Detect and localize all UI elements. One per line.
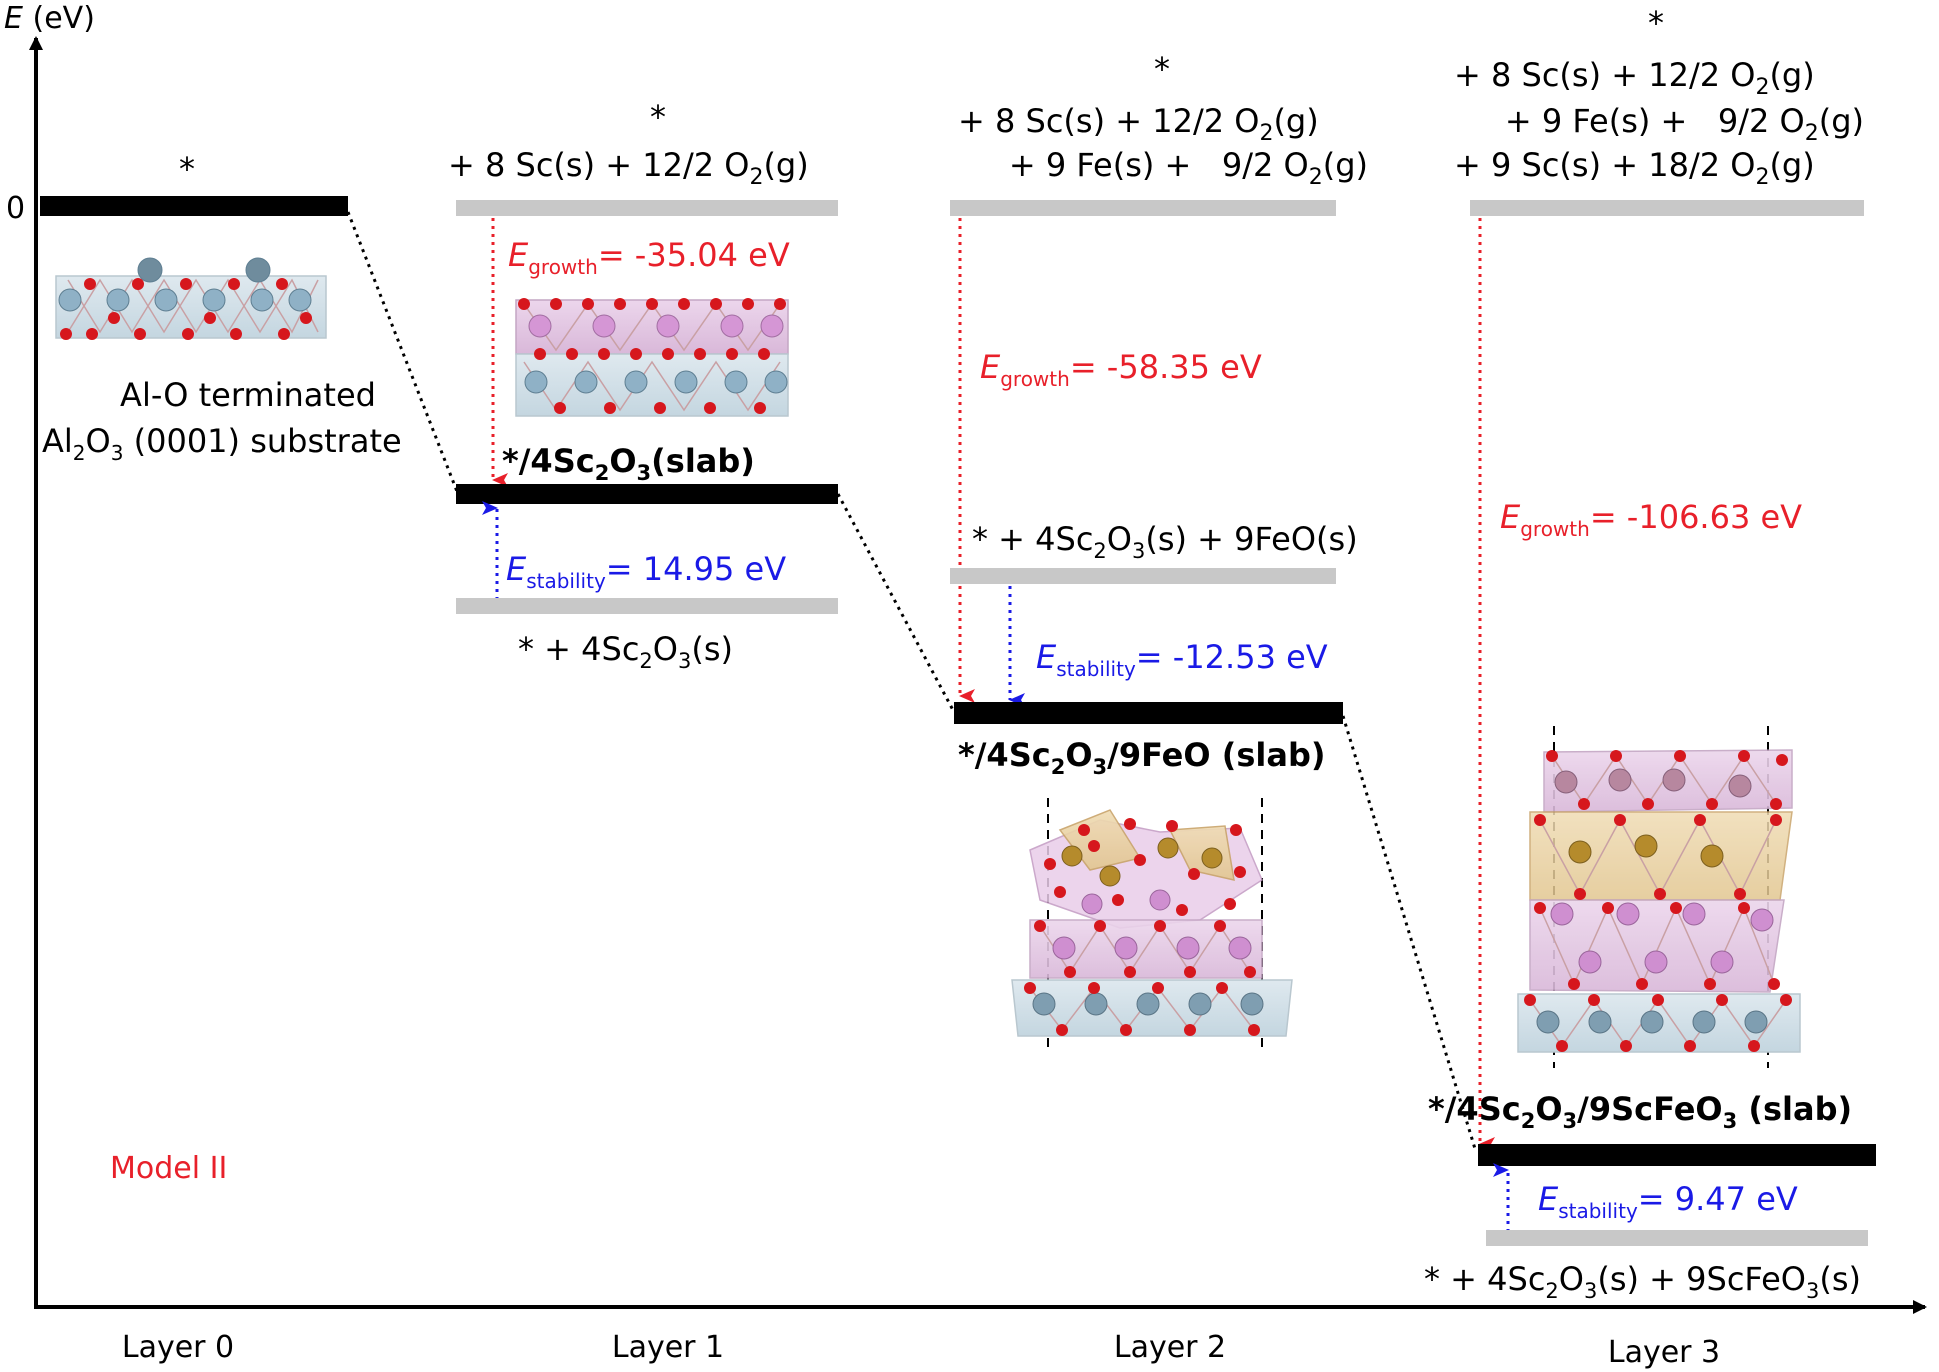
layer1-reference-bar <box>456 200 838 216</box>
layer-label: Layer 0 <box>122 1330 234 1365</box>
layer3-growth-energy: Egrowth= -106.63 eV <box>1500 498 1802 541</box>
y-axis-label: E (eV) <box>4 1 95 36</box>
layer2-bulk-bar <box>950 568 1336 584</box>
layer1-growth-energy: Egrowth= -35.04 eV <box>508 236 790 279</box>
layer0-level-bar <box>40 196 348 216</box>
layer1-ref-star: * <box>650 98 666 136</box>
layer2-reference-bar <box>950 200 1336 216</box>
layer3-ref-star: * <box>1648 4 1664 42</box>
model-label: Model II <box>110 1151 227 1186</box>
layer3-stability-energy: Estability= 9.47 eV <box>1538 1180 1798 1223</box>
layer0-structure <box>55 257 327 340</box>
zero-tick-label: 0 <box>6 191 25 226</box>
layer2-ref-line1: + 8 Sc(s) + 12/2 O2(g) <box>958 102 1319 146</box>
layer2-stability-energy: Estability= -12.53 eV <box>1036 638 1328 681</box>
layer-label: Layer 2 <box>1114 1330 1226 1365</box>
layer1-ref-reactants: + 8 Sc(s) + 12/2 O2(g) <box>448 146 809 190</box>
layer0-star: * <box>179 150 195 188</box>
substrate-label-line1: Al-O terminated <box>120 376 376 414</box>
layer2-bulk-label: * + 4Sc2O3(s) + 9FeO(s) <box>972 520 1358 563</box>
substrate-label-line2: Al2O3 (0001) substrate <box>42 422 402 465</box>
layer3-ref-line3: + 9 Sc(s) + 18/2 O2(g) <box>1454 146 1815 190</box>
layer2-ref-line2: + 9 Fe(s) + 9/2 O2(g) <box>958 146 1399 190</box>
layer3-slab-label: */4Sc2O3/9ScFeO3 (slab) <box>1428 1090 1852 1133</box>
layer3-level-bar <box>1478 1144 1876 1166</box>
level-connectors <box>346 211 1478 1153</box>
layer1-stability-energy: Estability= 14.95 eV <box>506 550 786 593</box>
layer2-level-bar <box>954 702 1343 724</box>
layer-label: Layer 3 <box>1608 1335 1720 1370</box>
layer2-structure <box>1011 798 1293 1052</box>
layer2-slab-label: */4Sc2O3/9FeO (slab) <box>958 736 1325 779</box>
layer3-bulk-bar <box>1486 1230 1868 1246</box>
layer3-reference-bar <box>1470 200 1864 216</box>
layer3-bulk-label: * + 4Sc2O3(s) + 9ScFeO3(s) <box>1424 1260 1861 1303</box>
layer1-slab-label: */4Sc2O3(slab) <box>502 442 755 485</box>
layer1-structure <box>515 298 789 417</box>
layer2-ref-star: * <box>1154 50 1170 88</box>
layer1-level-bar <box>456 484 838 504</box>
layer3-ref-line1: + 8 Sc(s) + 12/2 O2(g) <box>1454 56 1815 100</box>
layer3-ref-line2: + 9 Fe(s) + 9/2 O2(g) <box>1454 102 1895 146</box>
layer3-structure <box>1517 726 1801 1068</box>
layer1-bulk-label: * + 4Sc2O3(s) <box>518 630 733 673</box>
layer1-bulk-bar <box>456 598 838 614</box>
layer-label: Layer 1 <box>612 1330 724 1365</box>
layer2-growth-energy: Egrowth= -58.35 eV <box>980 348 1262 391</box>
